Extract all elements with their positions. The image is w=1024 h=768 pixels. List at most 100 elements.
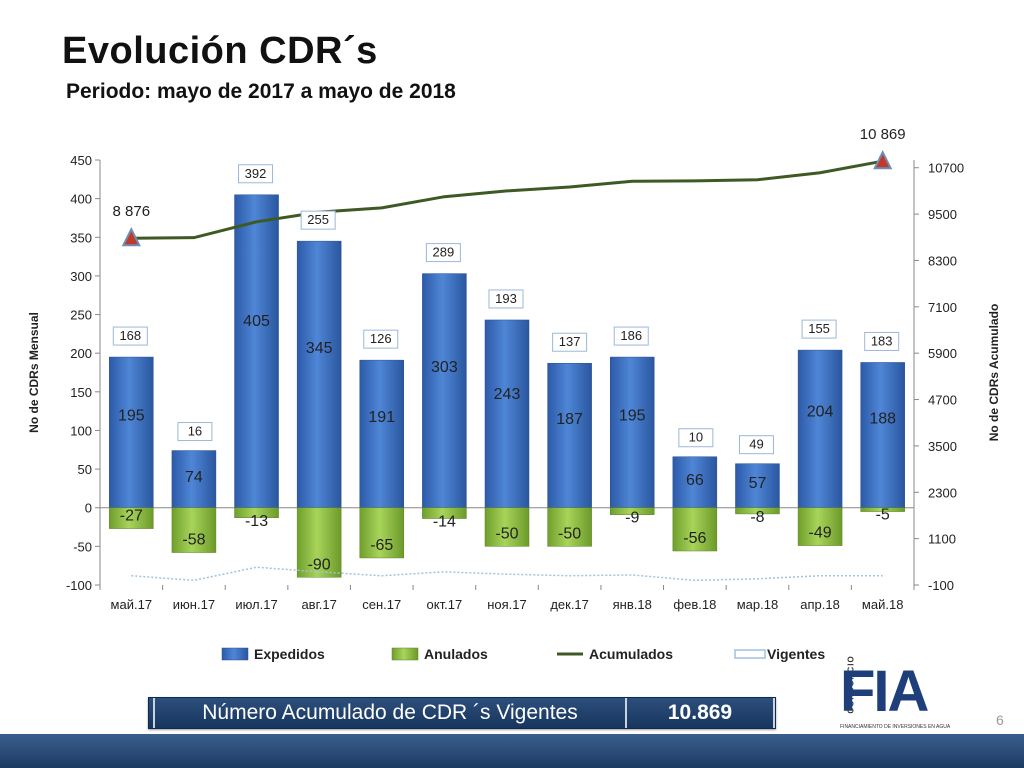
net-label-box	[363, 329, 399, 349]
page-number: 6	[996, 712, 1004, 728]
expedidos-value-label: 188	[869, 410, 896, 427]
legend-acumulados-label: Acumulados	[589, 646, 673, 662]
bar-anulados	[797, 507, 843, 546]
y2-tick-label: 2300	[928, 485, 957, 500]
net-value-label: 155	[808, 321, 830, 336]
y-tick-label: -100	[66, 578, 92, 593]
bar-anulados	[422, 507, 467, 519]
net-value-label: 193	[495, 291, 517, 306]
y2-tick-label: 1100	[928, 532, 956, 547]
y-tick-label: 200	[70, 346, 92, 361]
bar-expedidos	[547, 362, 592, 508]
bar-anulados	[171, 507, 217, 553]
line-acumulados	[131, 159, 883, 240]
expedidos-value-label: 195	[118, 407, 145, 424]
expedidos-value-label: 57	[749, 475, 767, 492]
legend-swatch-anulados	[391, 647, 419, 661]
cdr-evolution-chart: -100 -50 0 50 100 150 200 250 300 350 400 450 -100 11…	[27, 126, 1001, 662]
net-value-label: 392	[245, 166, 267, 181]
expedidos-value-label: 191	[368, 409, 395, 426]
net-value-label: 168	[119, 328, 141, 343]
anulados-value-label: -56	[683, 530, 706, 547]
bar-expedidos	[296, 240, 342, 508]
net-label-box	[300, 210, 336, 230]
y-tick-label: 0	[85, 501, 92, 516]
summary-box: Número Acumulado de CDR ´s Vigentes 10.8…	[148, 697, 776, 729]
y2-tick-label: 8300	[928, 253, 957, 268]
y-tick-label: 300	[70, 269, 92, 284]
legend-anulados-label: Anulados	[424, 646, 488, 662]
expedidos-value-label: 74	[185, 469, 203, 486]
slide-subtitle: Periodo: mayo de 2017 a mayo de 2018	[66, 80, 456, 103]
y2-tick-label: 7100	[928, 300, 957, 315]
acumulados-endpoint-label: 10 869	[860, 126, 906, 143]
y-tick-label: 350	[70, 230, 92, 245]
net-value-label: 183	[871, 333, 893, 348]
bar-anulados	[860, 507, 905, 512]
x-tick-label: авг.17	[301, 597, 336, 612]
bar-anulados	[109, 507, 154, 529]
anulados-value-label: -9	[625, 510, 639, 527]
expedidos-value-label: 345	[306, 340, 333, 357]
logo-text: FIA	[840, 659, 929, 724]
bar-expedidos	[484, 319, 530, 508]
anulados-value-label: -27	[120, 508, 143, 525]
x-tick-label: июн.17	[173, 597, 215, 612]
net-label-box	[678, 428, 714, 448]
y2-tick-label: 3500	[928, 439, 957, 454]
legend-swatch-expedidos	[221, 647, 249, 661]
y2-tick-label: 9500	[928, 207, 957, 222]
x-tick-label: ноя.17	[487, 597, 527, 612]
net-label-box	[738, 435, 774, 455]
legend-expedidos-label: Expedidos	[254, 646, 325, 662]
bar-anulados	[547, 507, 592, 547]
net-label-box	[552, 332, 588, 352]
bar-anulados	[234, 507, 279, 519]
net-value-label: 255	[307, 212, 329, 227]
footer-bar	[0, 734, 1024, 768]
bar-expedidos	[609, 356, 655, 508]
bar-anulados	[296, 507, 342, 578]
net-value-label: 126	[370, 331, 392, 346]
fia-logo: CONSORCIO FIA FINANCIAMIENTO DE INVERSIO…	[826, 650, 962, 730]
net-label-box	[425, 243, 461, 263]
bar-anulados	[359, 507, 405, 559]
net-value-label: 10	[689, 430, 703, 445]
net-value-label: 16	[188, 424, 202, 439]
bar-anulados	[735, 507, 780, 515]
net-label-box	[112, 326, 148, 346]
bar-expedidos	[860, 362, 905, 508]
y-tick-label: 150	[70, 385, 92, 400]
bar-expedidos	[735, 463, 780, 508]
acumulados-endpoint-marker	[121, 226, 141, 247]
y-tick-label: 100	[70, 423, 92, 438]
net-value-label: 49	[749, 437, 763, 452]
x-tick-label: мар.18	[737, 597, 778, 612]
bar-expedidos	[109, 356, 154, 508]
net-label-box	[488, 289, 524, 309]
net-label-box	[238, 164, 274, 184]
anulados-value-label: -14	[433, 514, 456, 531]
bar-expedidos	[797, 349, 843, 508]
bar-expedidos	[234, 194, 279, 508]
net-value-label: 137	[559, 334, 581, 349]
x-tick-label: сен.17	[362, 597, 401, 612]
y2-axis-title: No de CDRs Acumulado	[987, 304, 1001, 442]
net-value-label: 289	[433, 245, 455, 260]
x-tick-label: окт.17	[427, 597, 463, 612]
y-axis-title: No de CDRs Mensual	[27, 312, 41, 433]
expedidos-value-label: 405	[243, 313, 270, 330]
bar-anulados	[484, 507, 530, 547]
legend-swatch-vigentes	[734, 649, 766, 659]
line-vigentes	[131, 566, 883, 582]
bar-expedidos	[171, 450, 217, 508]
expedidos-value-label: 66	[686, 472, 704, 489]
expedidos-value-label: 187	[556, 411, 583, 428]
net-value-label: 186	[620, 328, 642, 343]
expedidos-value-label: 204	[807, 403, 834, 420]
bar-anulados	[672, 507, 718, 552]
y-tick-label: 450	[70, 153, 92, 168]
net-label-box	[801, 319, 837, 339]
anulados-value-label: -65	[370, 537, 393, 554]
x-tick-label: май.18	[862, 597, 904, 612]
